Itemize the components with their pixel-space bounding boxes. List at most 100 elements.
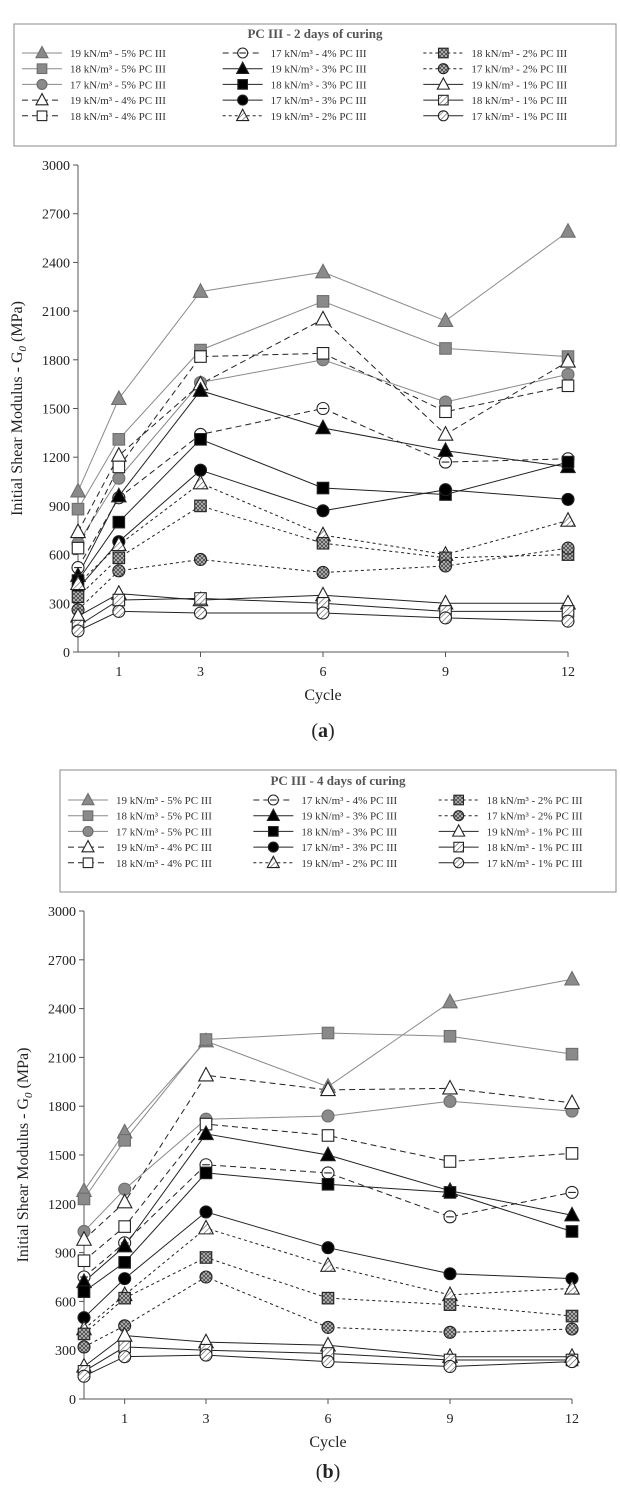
legend-marker [237,79,249,90]
data-point [443,1155,457,1168]
data-point [439,405,452,419]
data-point [443,1186,457,1199]
data-point [559,222,577,238]
legend-marker [267,826,279,837]
y-tick-label: 600 [55,1295,76,1310]
data-point [77,1369,91,1383]
data-point [71,590,85,604]
data-point [199,1166,213,1180]
legend-marker [453,841,465,853]
legend-title: PC III - 4 days of curing [270,773,406,788]
data-point [563,1206,581,1222]
data-point [314,263,332,279]
series-line [77,231,569,492]
data-point [316,565,330,580]
series-line [83,1211,573,1319]
data-point [197,1219,215,1235]
data-point [441,993,459,1009]
x-tick-label: 3 [197,665,204,680]
y-tick-label: 1200 [42,451,70,466]
legend-marker [235,61,250,74]
x-tick-label: 3 [203,1412,210,1427]
data-point [118,1220,131,1233]
data-point [563,1279,581,1295]
series-line [77,597,568,627]
data-point [194,592,207,605]
y-axis-label: Initial Shear Modulus - G0 (MPa) [9,301,29,516]
data-point [561,614,575,628]
data-point [192,282,209,298]
data-point [193,606,208,620]
panel-label: (a) [311,720,334,742]
data-point [110,446,127,462]
y-tick-label: 1200 [48,1198,76,1213]
x-tick-label: 6 [320,665,327,680]
data-point [112,433,126,446]
legend-entry-label: 17 kN/m³ - 4% PC III [301,795,397,807]
series-line [83,978,573,1192]
data-point [112,551,126,565]
data-point [316,481,330,495]
legend-marker [235,108,250,122]
series-line [83,1256,573,1335]
data-point [77,1285,91,1298]
legend-marker [82,810,94,822]
x-axis-label: Cycle [309,1434,346,1451]
data-point [437,425,454,441]
data-point [193,552,208,567]
data-point [438,483,453,497]
data-point [319,1146,337,1162]
y-axis-label: Initial Shear Modulus - G0 (MPa) [15,1048,35,1263]
data-point [112,593,126,607]
legend-entry-label: 19 kN/m³ - 5% PC III [116,795,212,807]
x-tick-label: 1 [115,665,122,680]
series-line [83,1354,573,1377]
y-tick-label: 2700 [48,954,76,969]
legend-entry-label: 17 kN/m³ - 1% PC III [471,111,567,123]
data-point [75,1230,93,1246]
data-point [321,1177,335,1191]
data-point [321,1355,335,1369]
series-line [77,505,569,598]
y-tick-label: 2400 [48,1003,76,1018]
panel-label: (b) [316,1461,340,1483]
x-tick-label: 9 [442,665,449,680]
y-tick-label: 2700 [42,208,70,223]
legend-entry-label: 17 kN/m³ - 2% PC III [487,811,583,823]
legend-entry-label: 18 kN/m³ - 1% PC III [471,95,567,107]
series-line [77,318,569,533]
data-point [561,379,575,393]
data-point [71,624,85,638]
data-point [321,1109,335,1123]
legend-entry-label: 18 kN/m³ - 4% PC III [70,111,166,123]
data-point [112,604,126,618]
legend-entry-label: 18 kN/m³ - 3% PC III [271,79,367,91]
series-line [83,1100,573,1232]
series-line [77,300,569,510]
series-line [77,390,569,576]
legend-marker [82,825,94,837]
x-tick-label: 9 [447,1412,454,1427]
data-point [110,389,127,405]
series-line [77,407,569,568]
series-line [83,1123,573,1262]
data-point [69,522,87,539]
legend-marker [437,94,449,106]
data-point [321,1291,335,1305]
data-point [561,455,575,469]
series-line [83,1164,573,1278]
x-tick-label: 1 [121,1412,128,1427]
legend-entry-label: 19 kN/m³ - 2% PC III [301,858,397,870]
legend-entry-label: 19 kN/m³ - 1% PC III [471,79,567,91]
legend-entry-label: 17 kN/m³ - 2% PC III [471,64,567,76]
legend-marker [81,839,95,853]
data-point [314,419,332,435]
data-point [443,1094,457,1108]
series-line [77,610,569,632]
legend-entry-label: 19 kN/m³ - 4% PC III [70,95,166,107]
data-point [199,1251,213,1264]
data-point [199,1270,213,1284]
legend-marker [81,792,95,806]
data-point [565,1147,579,1160]
